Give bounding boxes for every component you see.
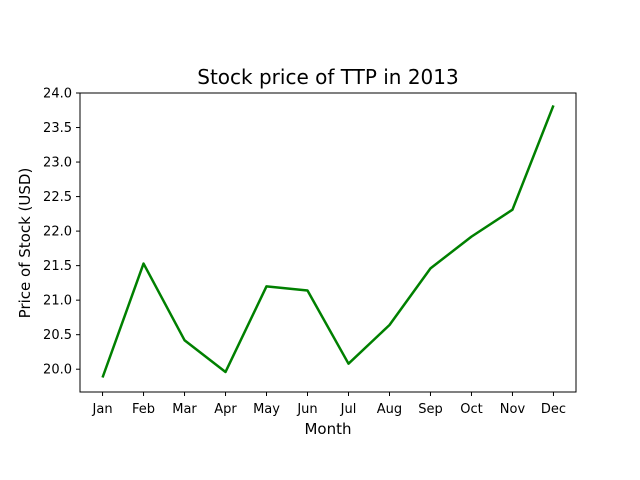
y-tick-label-3: 21.5 xyxy=(43,259,72,274)
y-tick-label-5: 22.5 xyxy=(43,190,72,205)
x-tick-label-jan: Jan xyxy=(92,402,113,417)
y-tick-label-4: 22.0 xyxy=(43,225,72,240)
x-tick-label-jul: Jul xyxy=(340,402,357,417)
x-tick-label-feb: Feb xyxy=(132,402,155,417)
y-tick-label-0: 20.0 xyxy=(43,363,72,378)
x-tick-label-sep: Sep xyxy=(418,402,443,417)
x-tick-label-mar: Mar xyxy=(172,402,197,417)
y-tick-label-8: 24.0 xyxy=(43,87,72,102)
y-tick-label-6: 23.0 xyxy=(43,156,72,171)
x-tick-label-nov: Nov xyxy=(500,402,526,417)
x-axis-title: Month xyxy=(304,420,351,438)
series-line-0 xyxy=(101,104,555,378)
chart-title: Stock price of TTP in 2013 xyxy=(197,65,458,89)
y-tick-label-7: 23.5 xyxy=(43,121,72,136)
x-tick-label-may: May xyxy=(253,402,280,417)
x-tick-label-oct: Oct xyxy=(460,402,482,417)
y-tick-label-1: 20.5 xyxy=(43,328,72,343)
x-tick-label-jun: Jun xyxy=(296,402,317,417)
x-tick-label-aug: Aug xyxy=(377,402,402,417)
plot-area: Jan Feb Mar Apr May Jun Jul Aug Sep Oct Nov Dec 20.0… xyxy=(43,87,577,417)
y-axis-title: Price of Stock (USD) xyxy=(16,168,34,319)
x-tick-label-dec: Dec xyxy=(541,402,566,417)
y-tick-label-2: 21.0 xyxy=(43,294,72,309)
x-tick-label-apr: Apr xyxy=(214,402,237,417)
plot-frame xyxy=(79,92,577,393)
